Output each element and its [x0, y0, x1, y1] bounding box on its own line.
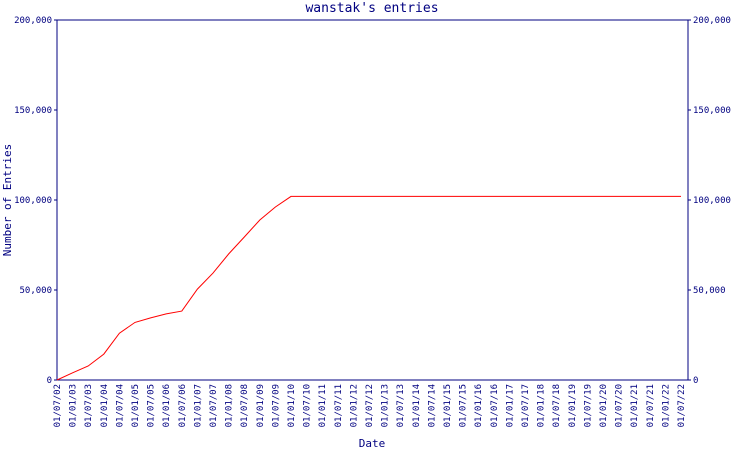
- x-tick-label: 01/07/03: [84, 384, 94, 427]
- y2-tick-label: 150,000: [693, 106, 731, 116]
- x-tick-label: 01/07/04: [115, 384, 125, 427]
- x-tick-label: 01/01/16: [474, 384, 484, 427]
- y-tick-label: 100,000: [14, 196, 52, 206]
- x-tick-label: 01/01/19: [568, 384, 578, 427]
- x-tick-label: 01/01/10: [287, 384, 297, 427]
- x-tick-label: 01/01/08: [225, 384, 235, 427]
- x-tick-label: 01/07/05: [147, 384, 157, 427]
- x-tick-label: 01/07/17: [521, 384, 531, 427]
- x-tick-label: 01/07/20: [615, 384, 625, 427]
- x-tick-label: 01/01/03: [69, 384, 79, 427]
- x-tick-label: 01/07/22: [677, 384, 687, 427]
- x-axis-label: Date: [359, 437, 386, 450]
- x-tick-label: 01/07/02: [53, 384, 63, 427]
- x-tick-label: 01/07/18: [552, 384, 562, 427]
- y2-tick-label: 200,000: [693, 16, 731, 26]
- x-tick-label: 01/01/07: [193, 384, 203, 427]
- x-tick-label: 01/01/15: [443, 384, 453, 427]
- y-tick-label: 200,000: [14, 16, 52, 26]
- x-tick-label: 01/07/08: [240, 384, 250, 427]
- x-tick-label: 01/07/15: [459, 384, 469, 427]
- y-tick-label: 0: [47, 376, 52, 386]
- x-tick-label: 01/07/07: [209, 384, 219, 427]
- data-line: [56, 195, 681, 381]
- y2-tick-label: 50,000: [693, 286, 726, 296]
- x-tick-label: 01/01/11: [318, 384, 328, 427]
- x-tick-label: 01/07/09: [271, 384, 281, 427]
- y2-tick-label: 0: [693, 376, 698, 386]
- x-tick-label: 01/07/06: [178, 384, 188, 427]
- x-tick-label: 01/07/14: [427, 384, 437, 427]
- x-tick-label: 01/01/22: [661, 384, 671, 427]
- x-tick-label: 01/01/12: [349, 384, 359, 427]
- y-tick-label: 150,000: [14, 106, 52, 116]
- y2-tick-label: 100,000: [693, 196, 731, 206]
- x-tick-label: 01/07/19: [583, 384, 593, 427]
- x-tick-label: 01/01/14: [412, 384, 422, 427]
- x-tick-label: 01/01/21: [630, 384, 640, 427]
- x-tick-label: 01/07/16: [490, 384, 500, 427]
- x-tick-label: 01/01/05: [131, 384, 141, 427]
- y-tick-label: 50,000: [19, 286, 52, 296]
- x-tick-label: 01/07/12: [365, 384, 375, 427]
- y-axis-label: Number of Entries: [1, 144, 14, 257]
- x-tick-label: 01/07/10: [303, 384, 313, 427]
- x-tick-label: 01/01/13: [381, 384, 391, 427]
- x-tick-label: 01/01/09: [256, 384, 266, 427]
- x-tick-label: 01/07/13: [396, 384, 406, 427]
- chart-title: wanstak's entries: [305, 1, 438, 16]
- x-tick-label: 01/07/11: [334, 384, 344, 427]
- x-tick-label: 01/01/20: [599, 384, 609, 427]
- x-tick-label: 01/01/04: [100, 384, 110, 427]
- x-tick-label: 01/01/06: [162, 384, 172, 427]
- x-tick-label: 01/07/21: [646, 384, 656, 427]
- x-tick-label: 01/01/17: [505, 384, 515, 427]
- x-tick-label: 01/01/18: [537, 384, 547, 427]
